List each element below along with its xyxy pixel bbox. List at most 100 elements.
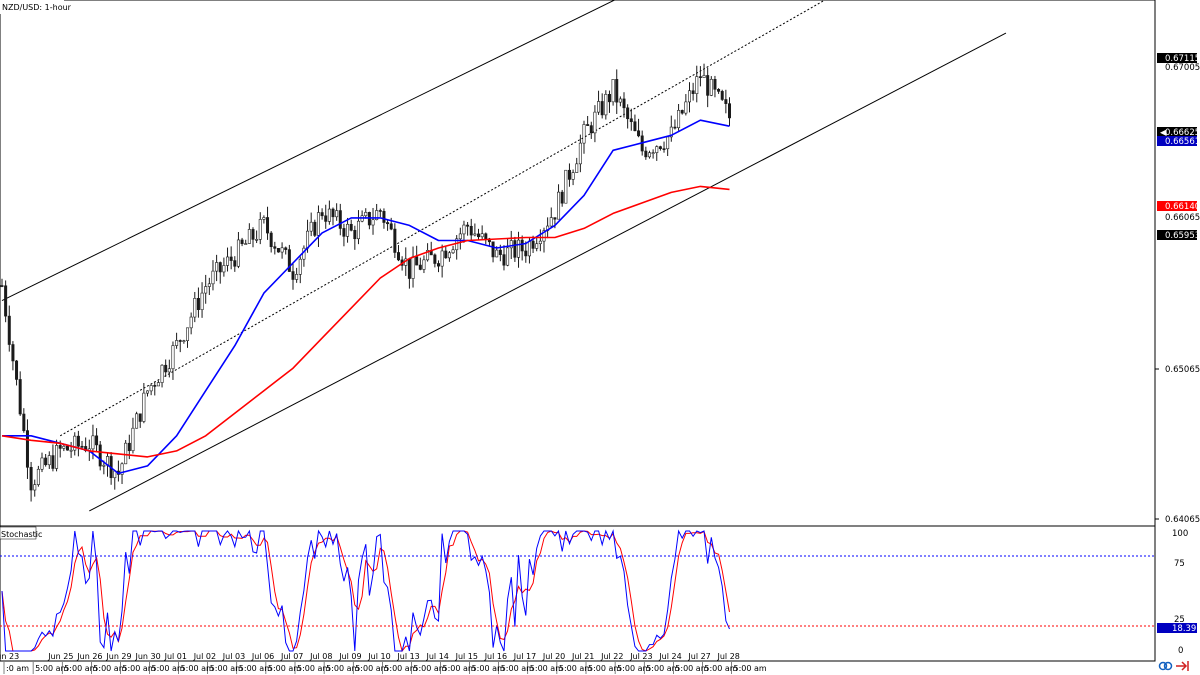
candle-body: [644, 150, 648, 158]
time-label-hour: 5:00 am: [181, 664, 214, 673]
time-label-hour: 5:00 am: [210, 664, 243, 673]
candle-body: [284, 247, 288, 250]
candle-body: [669, 126, 673, 138]
candle-body: [95, 435, 99, 446]
candle-body: [637, 130, 641, 137]
candle-body: [146, 390, 150, 394]
time-label-date: Jul 01: [164, 652, 187, 661]
candle-body: [426, 250, 430, 261]
candle-body: [607, 94, 611, 103]
candle-body: [677, 110, 681, 129]
candle-body: [4, 285, 8, 317]
candle-body: [7, 315, 11, 345]
price-axis: 0.67115 0.67005 ◀ 0.66625 0.66561 0.6614…: [1155, 53, 1200, 525]
price-tag-ma-blue: [1157, 136, 1197, 146]
price-tag-high-text: 0.67115: [1165, 54, 1200, 64]
candle-body: [469, 225, 473, 236]
candle-body: [527, 240, 531, 257]
stoch-tick-0: 0: [1178, 646, 1183, 656]
candle-body: [135, 413, 139, 429]
candle-body: [502, 254, 506, 266]
candle-body: [717, 89, 721, 92]
candle-body: [520, 239, 524, 252]
candle-body: [171, 345, 175, 370]
candle-body: [196, 298, 200, 311]
candle-body: [480, 233, 484, 238]
time-label-date: Jul 06: [251, 652, 274, 661]
time-label-date: Jul 08: [309, 652, 332, 661]
time-label-hour: 5:00 am: [588, 664, 621, 673]
candle-body: [73, 435, 77, 451]
candle-body: [542, 230, 546, 242]
time-label-hour: 5:00 am: [413, 664, 446, 673]
time-label-hour: 5:00 am: [617, 664, 650, 673]
candle-body: [204, 286, 208, 294]
candle-body: [222, 265, 226, 273]
candle-body: [396, 252, 400, 261]
candle-body: [727, 103, 731, 119]
time-label-date: Jun 26: [76, 652, 102, 661]
candle-body: [291, 271, 295, 280]
candle-body: [673, 126, 677, 129]
stoch-k-line: [1, 529, 730, 652]
time-label-date: Jul 15: [455, 652, 478, 661]
candle-body: [473, 233, 477, 236]
arrow-right-icon[interactable]: [1176, 661, 1189, 671]
candle-body: [131, 427, 135, 452]
candle-body: [80, 445, 84, 448]
candle-body: [709, 78, 713, 96]
time-label-hour: 5:00 am: [122, 664, 155, 673]
time-label-hour: 5:00 am: [93, 664, 126, 673]
candle-body: [142, 392, 146, 422]
candle-body: [226, 256, 230, 266]
link-icon[interactable]: [1158, 661, 1173, 671]
candle-body: [65, 445, 69, 451]
time-label-date: Jul 23: [629, 652, 652, 661]
candle-body: [484, 233, 488, 240]
price-tag-ma-red-text: 0.66140: [1165, 202, 1200, 212]
candle-body: [76, 435, 80, 447]
moving-averages: [1, 119, 730, 475]
candle-body: [327, 208, 331, 222]
trend-channel[interactable]: [1, 0, 1007, 512]
candle-body: [36, 468, 40, 485]
candle-body: [378, 210, 382, 212]
candle-body: [349, 223, 353, 231]
candle-body: [309, 221, 313, 232]
candle-body: [186, 327, 190, 341]
channel-line-lower[interactable]: [89, 32, 1007, 512]
candle-body: [691, 90, 695, 94]
channel-line-middle[interactable]: [59, 0, 904, 437]
channel-line-upper[interactable]: [1, 0, 817, 302]
candle-body: [407, 258, 411, 279]
candle-body: [229, 256, 233, 261]
time-label-date: Jul 22: [600, 652, 623, 661]
time-label-date: Jul 20: [542, 652, 565, 661]
candle-body: [22, 413, 26, 431]
candle-body: [524, 250, 528, 257]
candle-body: [211, 270, 215, 285]
time-label-hour: 5:00 am: [704, 664, 737, 673]
candle-body: [295, 274, 299, 280]
candle-body: [655, 146, 659, 153]
time-label-hour: 5:00 am: [297, 664, 330, 673]
time-label-hour: 5:00 am: [530, 664, 563, 673]
candle-body: [331, 208, 335, 218]
candle-body: [262, 217, 266, 220]
candle-body: [178, 340, 182, 342]
candle-body: [597, 101, 601, 113]
price-tag-high-under: 0.67005: [1165, 63, 1200, 73]
candle-body: [29, 467, 33, 491]
time-label-date: Jul 09: [338, 652, 361, 661]
candle-body: [25, 430, 29, 468]
candle-body: [189, 316, 193, 329]
candle-body: [356, 220, 360, 240]
candle-body: [553, 217, 557, 220]
candle-body: [724, 99, 728, 104]
candle-body: [364, 212, 368, 217]
time-label-date: Jul 02: [193, 652, 216, 661]
candle-body: [684, 101, 688, 114]
time-label-date: Jul 13: [396, 652, 419, 661]
